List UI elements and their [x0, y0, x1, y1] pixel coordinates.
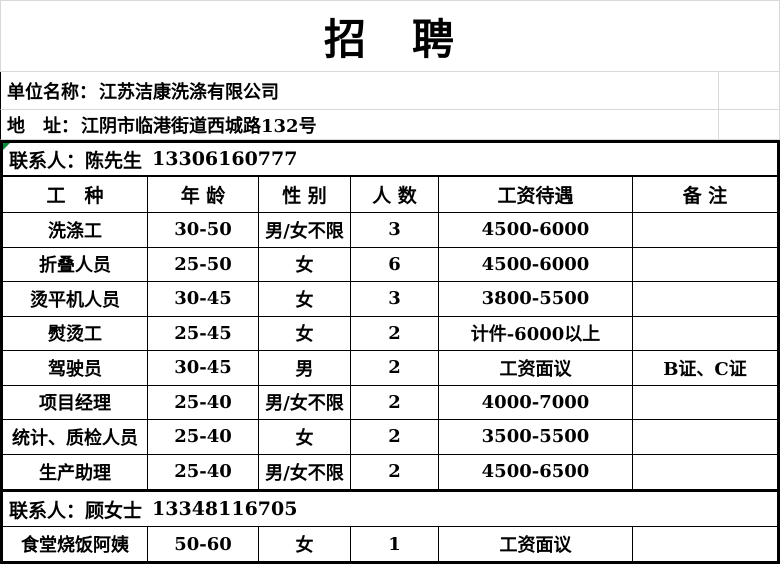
table-row: 统计、质检人员 25-40 女 2 3500-5500 [3, 420, 777, 455]
cell-salary: 4000-7000 [439, 385, 633, 419]
cell-gender: 女 [259, 282, 351, 316]
header-headcount: 人 数 [351, 177, 439, 212]
cell-gender: 女 [259, 420, 351, 454]
cell-salary: 3500-5500 [439, 420, 633, 454]
cell-job-type: 统计、质检人员 [3, 420, 148, 454]
cell-gender: 女 [259, 316, 351, 350]
address-row: 地 址： 江阴市临港街道西城路132号 [0, 110, 780, 140]
cell-remarks [633, 248, 777, 282]
header-job-type: 工 种 [3, 177, 148, 212]
cell-gender: 男/女不限 [259, 454, 351, 489]
cell-remarks [633, 317, 777, 351]
contact-section-secondary: 联系人： 顾女士 13348116705 [0, 492, 780, 527]
header-remarks: 备 注 [682, 185, 728, 207]
cell-remarks [633, 455, 777, 490]
cell-job-type: 烫平机人员 [3, 282, 148, 316]
cell-salary: 工资面议 [439, 351, 633, 385]
cell-headcount: 2 [351, 385, 439, 419]
cell-job-type: 折叠人员 [3, 247, 148, 281]
cell-gender: 女 [259, 527, 351, 561]
cell-age: 25-40 [148, 420, 259, 454]
cell-age: 25-50 [148, 247, 259, 281]
cell-job-type: 驾驶员 [3, 351, 148, 385]
cell-salary: 4500-6000 [439, 247, 633, 281]
table-row: 生产助理 25-40 男/女不限 2 4500-6500 [3, 454, 777, 490]
company-name-value: 江苏洁康洗涤有限公司 [99, 81, 279, 103]
contact-phone: 13306160777 [152, 148, 298, 170]
cell-salary: 工资面议 [439, 527, 633, 561]
cell-job-type: 熨烫工 [3, 316, 148, 350]
cell-headcount: 3 [351, 213, 439, 247]
company-name-row: 单位名称： 江苏洁康洗涤有限公司 [0, 72, 780, 110]
cell-age: 30-45 [148, 282, 259, 316]
cell-headcount: 2 [351, 316, 439, 350]
contact-name: 陈先生 [85, 149, 143, 172]
cell-headcount: 2 [351, 351, 439, 385]
table-row: 熨烫工 25-45 女 2 计件-6000以上 [3, 316, 777, 351]
cell-gender: 男/女不限 [259, 385, 351, 419]
cell-gender: 男/女不限 [259, 213, 351, 247]
cell-gender: 男 [259, 351, 351, 385]
cell-age: 30-50 [148, 213, 259, 247]
cell-headcount: 6 [351, 247, 439, 281]
cell-headcount: 3 [351, 282, 439, 316]
table-row: 烫平机人员 30-45 女 3 3800-5500 [3, 282, 777, 317]
cell-remarks [633, 213, 777, 247]
main-table-section: 联系人： 陈先生 13306160777 工 种 年 龄 性 别 人 数 工资待… [0, 140, 780, 492]
cell-job-type: 洗涤工 [3, 213, 148, 247]
address-value: 江阴市临港街道西城路132号 [81, 115, 317, 137]
header-gender: 性 别 [259, 177, 351, 212]
cell-headcount: 2 [351, 454, 439, 489]
contact-row-primary: 联系人： 陈先生 13306160777 [3, 143, 777, 177]
cell-remarks: B证、C证 [663, 358, 747, 380]
cell-salary: 4500-6500 [439, 454, 633, 489]
header-salary: 工资待遇 [439, 177, 633, 212]
cell-salary: 计件-6000以上 [439, 316, 633, 350]
cell-job-type: 项目经理 [3, 385, 148, 419]
cell-remarks [633, 386, 777, 420]
table-row: 洗涤工 30-50 男/女不限 3 4500-6000 [3, 213, 777, 248]
header-age: 年 龄 [148, 177, 259, 212]
cell-job-type: 生产助理 [3, 454, 148, 489]
address-label: 地 址： [7, 115, 79, 137]
contact-phone: 13348116705 [152, 498, 298, 520]
table-row: 食堂烧饭阿姨 50-60 女 1 工资面议 [3, 527, 777, 561]
contact-name: 顾女士 [85, 499, 143, 522]
cell-remarks [633, 282, 777, 316]
cell-age: 50-60 [148, 527, 259, 561]
cell-salary: 3800-5500 [439, 282, 633, 316]
cell-headcount: 1 [351, 527, 439, 561]
cell-age: 25-40 [148, 385, 259, 419]
table-row: 驾驶员 30-45 男 2 工资面议 B证、C证 [3, 351, 777, 386]
contact-label: 联系人： [9, 499, 86, 522]
page-title: 招 聘 [323, 14, 456, 64]
cell-salary: 4500-6000 [439, 213, 633, 247]
gridline-vertical [718, 72, 719, 140]
cell-gender: 女 [259, 247, 351, 281]
cell-age: 30-45 [148, 351, 259, 385]
cell-headcount: 2 [351, 420, 439, 454]
table-row: 项目经理 25-40 男/女不限 2 4000-7000 [3, 385, 777, 420]
contact-row-secondary: 联系人： 顾女士 13348116705 [3, 492, 777, 526]
company-name-label: 单位名称： [7, 81, 97, 103]
cell-job-type: 食堂烧饭阿姨 [3, 527, 148, 561]
cell-remarks [633, 420, 777, 454]
cell-remarks [633, 527, 777, 561]
table-header-row: 工 种 年 龄 性 别 人 数 工资待遇 备 注 [3, 177, 777, 213]
title-block: 招 聘 [0, 0, 780, 72]
cell-age: 25-40 [148, 454, 259, 489]
table-row: 折叠人员 25-50 女 6 4500-6000 [3, 247, 777, 282]
contact-label: 联系人： [9, 149, 86, 172]
cell-error-indicator-icon [3, 143, 10, 150]
cell-age: 25-45 [148, 316, 259, 350]
canteen-section: 食堂烧饭阿姨 50-60 女 1 工资面议 [0, 527, 780, 564]
